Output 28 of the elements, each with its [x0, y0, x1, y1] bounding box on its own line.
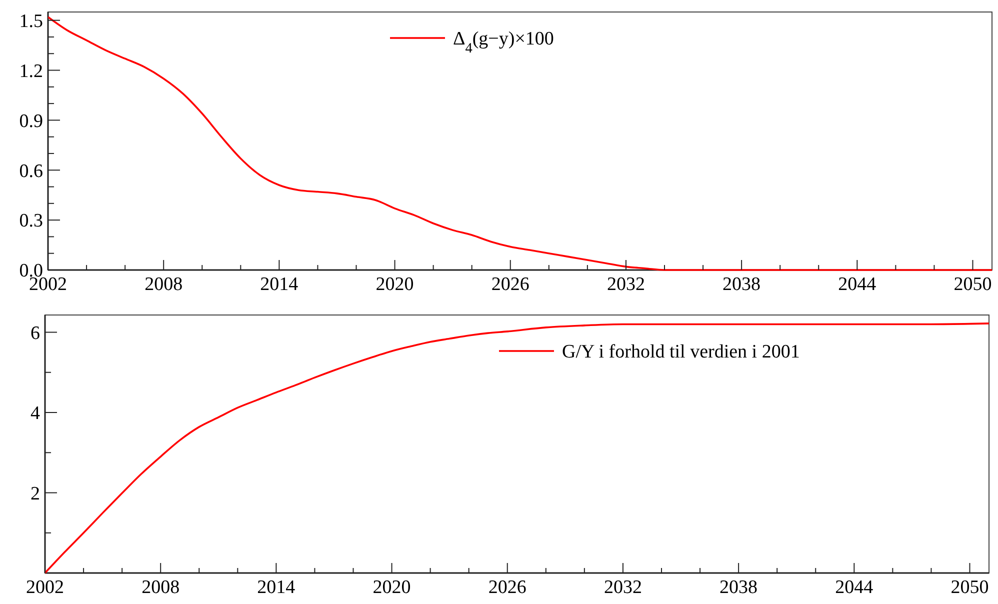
- x-tick-label: 2026: [488, 577, 526, 598]
- x-tick-label: 2050: [954, 274, 992, 295]
- y-tick-label: 1.2: [19, 60, 43, 82]
- x-tick-label: 2020: [372, 577, 411, 598]
- x-tick-label: 2014: [260, 274, 299, 295]
- x-tick-label: 2020: [376, 274, 414, 295]
- x-tick-label: 2008: [144, 274, 183, 295]
- y-tick-label: 4: [30, 403, 40, 424]
- x-tick-label: 2032: [606, 274, 645, 295]
- x-tick-label: 2050: [950, 577, 989, 598]
- y-tick-label: 0.9: [19, 110, 43, 132]
- line-series: [48, 16, 992, 271]
- x-tick-label: 2032: [604, 577, 642, 598]
- x-tick-label: 2008: [142, 577, 180, 598]
- x-tick-label: 2044: [835, 577, 874, 598]
- x-tick-label: 2002: [26, 577, 64, 598]
- y-tick-label: 0.3: [19, 210, 43, 232]
- y-tick-label: 6: [30, 322, 40, 344]
- x-tick-label: 2038: [722, 274, 761, 295]
- y-tick-label: 0.6: [19, 160, 43, 182]
- y-tick-label: 1.5: [19, 10, 43, 32]
- x-tick-label: 2038: [720, 577, 758, 598]
- x-tick-label: 2014: [257, 577, 296, 598]
- x-tick-label: 2044: [838, 274, 877, 295]
- legend-label: G/Y i forhold til verdien i 2001: [562, 342, 800, 363]
- x-tick-label: 2026: [491, 274, 530, 295]
- y-tick-label: 2: [30, 483, 40, 504]
- legend-label: Δ$_{4}$(g−y)×100: [453, 28, 554, 57]
